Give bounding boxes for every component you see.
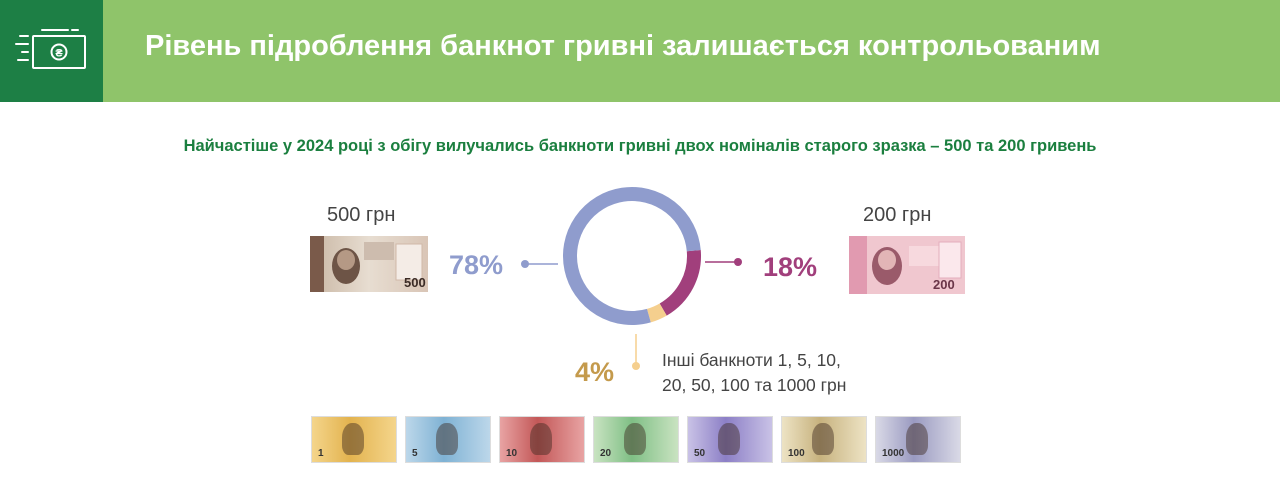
label-other-line1: Інші банкноти 1, 5, 10, <box>662 350 841 370</box>
header-icon-box: ₴ <box>0 0 103 102</box>
svg-text:₴: ₴ <box>55 48 63 60</box>
slice-200 <box>659 249 701 316</box>
donut-chart <box>563 187 701 325</box>
banknote-20-uah: 20 <box>593 416 679 463</box>
banknote-value: 1 <box>318 448 324 459</box>
data-label-500: 78% <box>449 250 504 280</box>
banknote-portrait <box>530 423 552 455</box>
label-other-banknotes: Інші банкноти 1, 5, 10, 20, 50, 100 та 1… <box>662 348 846 398</box>
banknote-portrait <box>342 423 364 455</box>
banknote-portrait <box>718 423 740 455</box>
banknote-100-uah: 100 <box>781 416 867 463</box>
banknote-portrait <box>812 423 834 455</box>
label-other-line2: 20, 50, 100 та 1000 грн <box>662 375 847 395</box>
banknote-portrait <box>906 423 928 455</box>
callout-dot-other <box>632 362 640 370</box>
banknote-10-uah: 10 <box>499 416 585 463</box>
banknote-1000-uah: 1000 <box>875 416 961 463</box>
slice-other <box>646 303 667 323</box>
banknote-5-uah: 5 <box>405 416 491 463</box>
banknote-portrait <box>624 423 646 455</box>
banknote-strip: 1 5 10 20 50 100 1000 <box>311 416 971 463</box>
banknote-value: 5 <box>412 448 418 459</box>
page-title: Рівень підроблення банкнот гривні залиша… <box>145 30 1101 62</box>
banknote-value: 100 <box>788 448 805 459</box>
data-label-other: 4% <box>575 357 615 387</box>
callout-dot-500 <box>521 260 529 268</box>
banknote-value: 50 <box>694 448 706 459</box>
banknote-value: 20 <box>600 448 612 459</box>
chart-subtitle: Найчастіше у 2024 році з обігу вилучалис… <box>183 137 1097 155</box>
banknote-icon: ₴ <box>15 29 86 69</box>
banknote-200-value: 200 <box>933 277 955 292</box>
banknote-1-uah: 1 <box>311 416 397 463</box>
label-500-uah: 500 грн <box>327 204 396 226</box>
label-200-uah: 200 грн <box>863 204 932 226</box>
callout-dot-200 <box>734 258 742 266</box>
banknote-50-uah: 50 <box>687 416 773 463</box>
banknote-value: 1000 <box>882 448 905 459</box>
banknote-portrait <box>436 423 458 455</box>
banknote-500-image: 500 <box>310 236 428 292</box>
banknote-500-value: 500 <box>404 275 426 290</box>
callouts <box>521 258 742 370</box>
header-bar: ₴ Рівень підроблення банкнот гривні зали… <box>0 0 1280 102</box>
data-label-200: 18% <box>763 252 818 282</box>
slice-500 <box>563 187 701 325</box>
banknote-200-image: 200 <box>849 236 965 294</box>
banknote-value: 10 <box>506 448 518 459</box>
